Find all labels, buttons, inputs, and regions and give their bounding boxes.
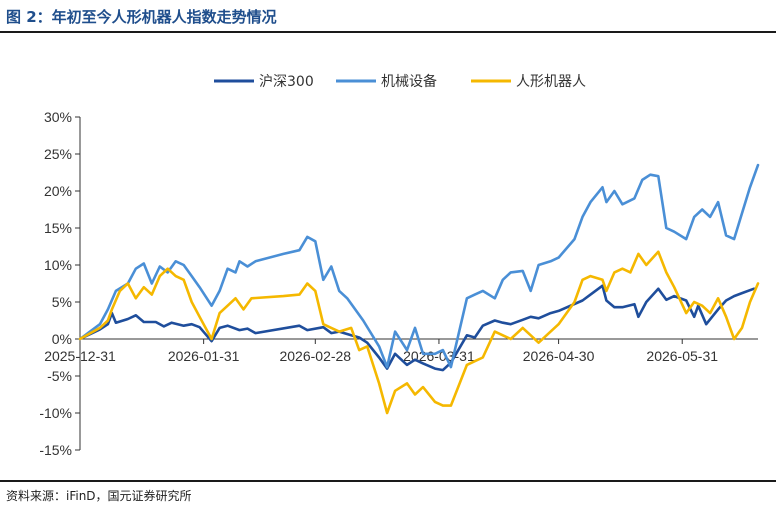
series-line (78, 163, 760, 369)
figure-title: 图 2：年初至今人形机器人指数走势情况 (6, 8, 277, 26)
legend-label: 人形机器人 (516, 74, 586, 90)
chart: 沪深300 机械设备 人形机器人 -15% -10% -5% 0% 5% 10% 15% 20% 2… (39, 73, 760, 458)
y-tick-label: -15% (39, 442, 72, 458)
y-axis: -15% -10% -5% 0% 5% 10% 15% 20% 25% 30% (39, 109, 81, 458)
y-tick-label: 5% (52, 294, 72, 310)
source-note: 资料来源：iFinD，国元证券研究所 (6, 489, 192, 503)
x-tick-label: 2026-01-31 (168, 348, 240, 364)
x-tick-label: 2025-12-31 (44, 348, 116, 364)
y-tick-label: 0% (52, 331, 72, 347)
bottom-rule (0, 480, 776, 482)
legend-label: 沪深300 (259, 74, 314, 90)
legend-label: 机械设备 (381, 73, 437, 90)
y-tick-label: 20% (44, 183, 72, 199)
x-tick-label: 2026-02-28 (279, 348, 351, 364)
y-tick-label: 25% (44, 146, 72, 162)
plot-area (78, 163, 760, 415)
series-line (78, 250, 760, 415)
y-tick-label: 15% (44, 220, 72, 236)
x-tick-label: 2026-05-31 (646, 348, 718, 364)
y-tick-label: -10% (39, 405, 72, 421)
y-tick-label: 30% (44, 109, 72, 125)
series-line (78, 284, 756, 372)
y-tick-label: 10% (44, 257, 72, 273)
chart-legend: 沪深300 机械设备 人形机器人 (214, 73, 586, 90)
x-axis: 2025-12-31 2026-01-31 2026-02-28 2026-03-31… (44, 338, 758, 364)
top-rule (0, 31, 776, 33)
x-tick-label: 2026-04-30 (523, 348, 595, 364)
y-tick-label: -5% (47, 368, 72, 384)
